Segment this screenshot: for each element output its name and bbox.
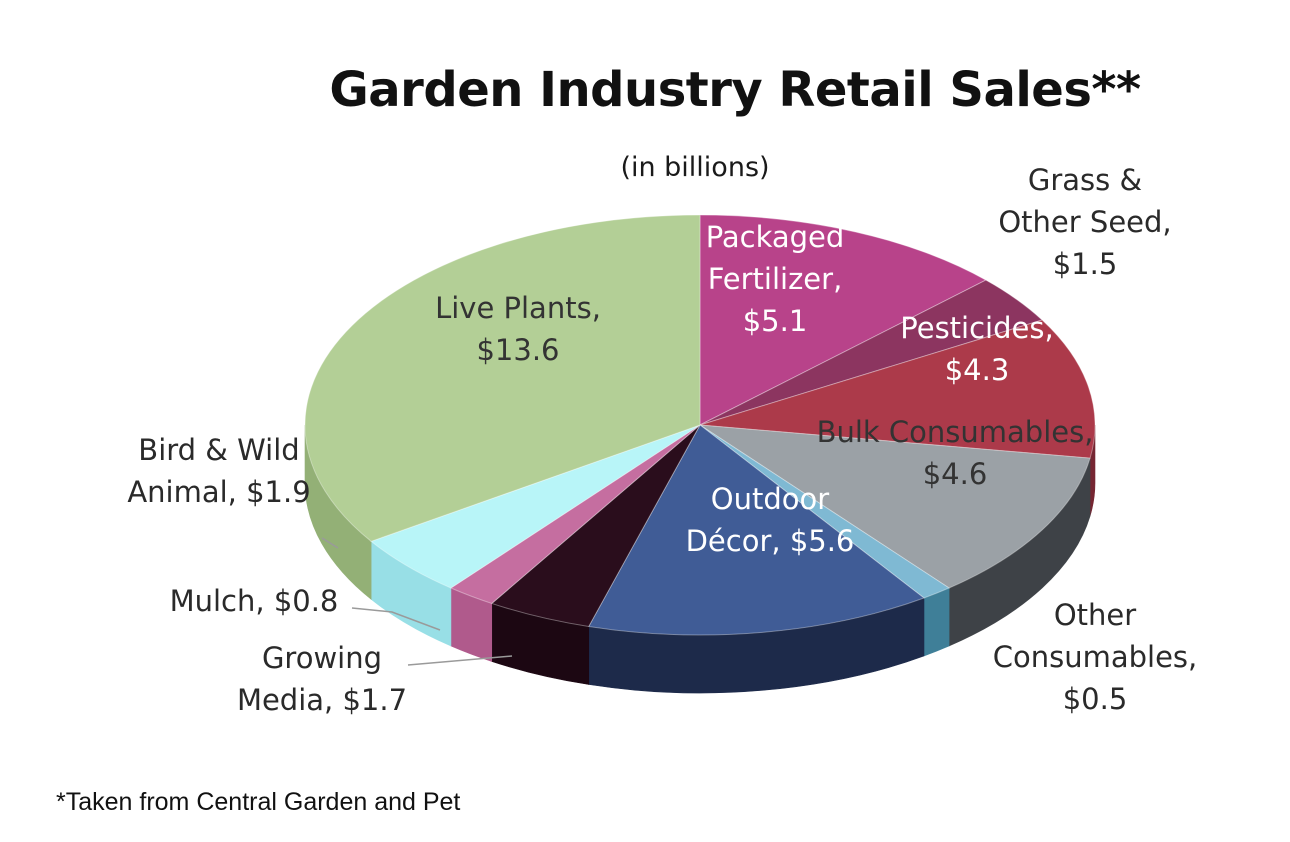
slice-label-6: Growing Media, $1.7	[237, 641, 407, 717]
slice-label-3-line-1: $4.6	[923, 457, 988, 491]
slice-label-5: Outdoor Décor, $5.6	[686, 482, 855, 558]
pie-slice-8	[370, 424, 701, 589]
slice-label-0-line-1: Fertilizer,	[708, 262, 843, 296]
slice-label-4-line-1: Consumables,	[993, 640, 1198, 674]
footnote: *Taken from Central Garden and Pet	[56, 788, 461, 816]
pie-tops	[304, 214, 1096, 636]
pie-slice-0	[699, 214, 987, 426]
pie-slice-5	[587, 424, 926, 636]
slice-label-9: Live Plants, $13.6	[435, 291, 601, 367]
slice-label-7: Mulch, $0.8	[170, 584, 339, 618]
slice-label-1-line-1: Other Seed,	[998, 205, 1171, 239]
slice-label-0: Packaged Fertilizer, $5.1	[706, 220, 845, 338]
slice-label-4-line-2: $0.5	[1063, 682, 1128, 716]
slice-label-8: Bird & Wild Animal, $1.9	[127, 433, 310, 509]
slice-label-2-line-1: $4.3	[945, 353, 1010, 387]
slice-label-8-line-1: Animal, $1.9	[127, 475, 310, 509]
pie-slice-6	[490, 424, 701, 628]
leader-line-7	[351, 607, 441, 631]
leader-line-6	[407, 655, 513, 666]
pie-slice-2	[699, 319, 1096, 459]
pie-sides	[304, 424, 1096, 694]
slice-label-6-line-1: Media, $1.7	[237, 683, 407, 717]
pie-slice-7	[449, 424, 701, 605]
slice-label-2: Pesticides, $4.3	[900, 311, 1053, 387]
leader-lines	[321, 537, 513, 666]
slice-label-5-line-1: Décor, $5.6	[686, 524, 855, 558]
slice-label-5-line-0: Outdoor	[711, 482, 829, 516]
slice-label-0-line-2: $5.1	[743, 304, 808, 338]
slice-label-4-line-0: Other	[1054, 598, 1136, 632]
slice-label-4: Other Consumables, $0.5	[993, 598, 1198, 716]
pie-slice-9	[304, 214, 701, 542]
pie-slice-4	[699, 424, 951, 599]
chart-subtitle: (in billions)	[620, 152, 770, 183]
slice-label-3-line-0: Bulk Consumables,	[817, 415, 1094, 449]
pie-slice-1	[699, 279, 1044, 426]
slice-labels: Packaged Fertilizer, $5.1 Grass & Other Seed…	[127, 163, 1197, 717]
slice-label-3: Bulk Consumables, $4.6	[817, 415, 1094, 491]
leader-line-8	[321, 537, 339, 549]
slice-label-8-line-0: Bird & Wild	[138, 433, 299, 467]
slice-label-9-line-0: Live Plants,	[435, 291, 601, 325]
slice-label-1: Grass & Other Seed, $1.5	[998, 163, 1171, 281]
slice-label-1-line-2: $1.5	[1053, 247, 1118, 281]
slice-label-2-line-0: Pesticides,	[900, 311, 1053, 345]
chart-title: Garden Industry Retail Sales**	[329, 62, 1141, 118]
pie-side-4	[923, 587, 950, 657]
pie-slice-3	[699, 424, 1091, 589]
slice-label-1-line-0: Grass &	[1028, 163, 1142, 197]
slice-label-0-line-0: Packaged	[706, 220, 845, 254]
slice-label-6-line-0: Growing	[262, 641, 382, 675]
slice-label-9-line-1: $13.6	[476, 333, 559, 367]
slice-label-7-line-0: Mulch, $0.8	[170, 584, 339, 618]
